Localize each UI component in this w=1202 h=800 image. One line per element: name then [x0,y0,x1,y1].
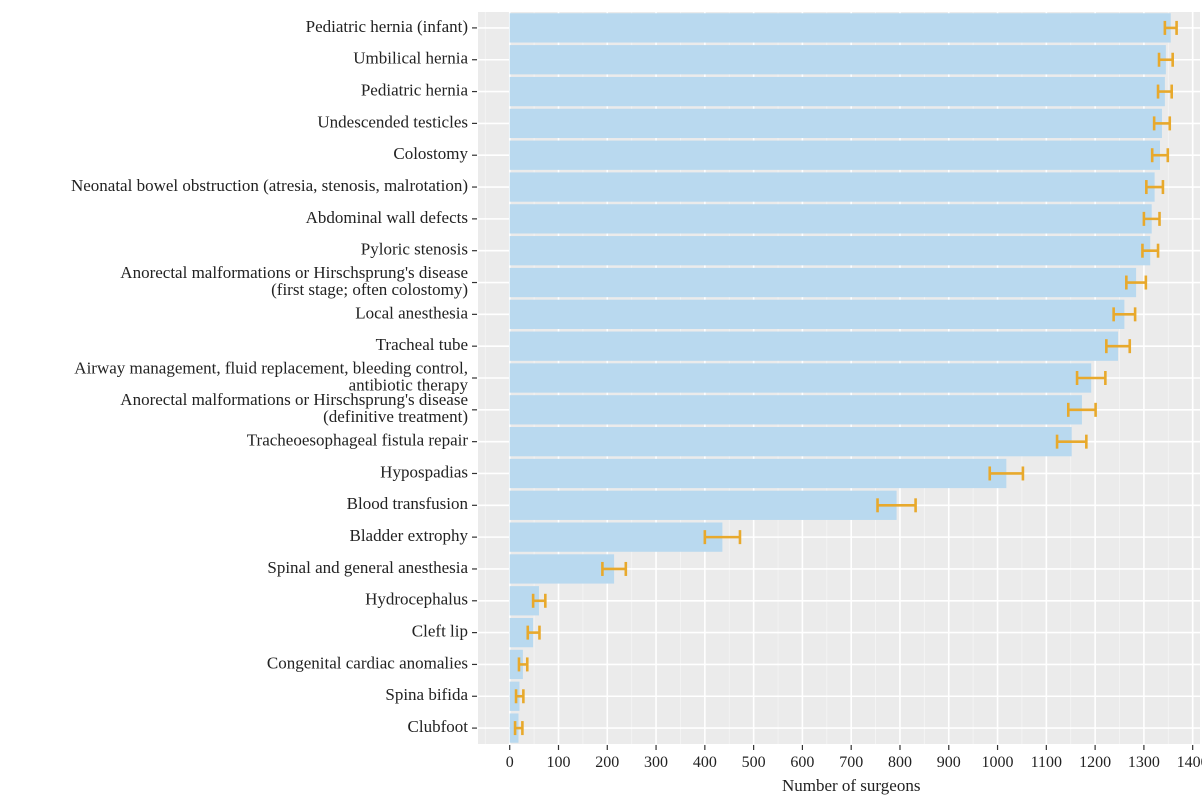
bar [509,363,1092,393]
bar [509,140,1160,170]
x-tick-label: 400 [693,754,717,771]
bar [509,331,1119,361]
category-label: Neonatal bowel obstruction (atresia, ste… [71,176,468,195]
bar [509,172,1155,202]
x-tick-label: 1400 [1177,754,1202,771]
bar [509,427,1072,457]
bar [509,299,1125,329]
category-label: Clubfoot [408,717,469,736]
x-tick-label: 200 [595,754,619,771]
x-tick-label: 900 [937,754,961,771]
bar [509,522,723,552]
category-label: Congenital cardiac anomalies [267,653,468,672]
category-label: Tracheoesophageal fistula repair [247,431,469,450]
x-tick-label: 1100 [1031,754,1062,771]
category-label: Colostomy [393,144,468,163]
category-label: Umbilical hernia [353,49,468,68]
bars [509,13,1171,743]
category-label: Abdominal wall defects [306,208,468,227]
bar [509,458,1007,489]
category-label: Cleft lip [412,622,468,641]
bar [509,76,1165,107]
category-label: Bladder extrophy [350,526,469,545]
category-label: Local anesthesia [355,303,468,322]
category-label: Tracheal tube [376,335,468,354]
category-label: Pediatric hernia (infant) [306,17,468,36]
x-axis-ticks: 0 100 200 300 400 500 600 700 800 900 1000 1100 1200… [506,745,1202,771]
bar [509,617,534,648]
category-label: Anorectal malformations or Hirschsprung'… [120,390,468,409]
bar [509,649,523,680]
x-tick-label: 100 [546,754,570,771]
bar [509,554,615,584]
x-tick-label: 1300 [1128,754,1160,771]
category-label: Pyloric stenosis [361,240,468,259]
error-bars [513,20,1178,736]
x-tick-label: 700 [839,754,863,771]
x-tick-label: 1000 [982,754,1014,771]
bar [509,13,1171,43]
category-label: Undescended testicles [317,112,468,131]
x-tick-label: 600 [790,754,814,771]
category-label: Hypospadias [380,462,468,481]
bar [509,267,1137,298]
x-tick-label: 800 [888,754,912,771]
x-tick-label: 1200 [1079,754,1111,771]
bar [509,108,1162,139]
bar [509,204,1152,234]
x-tick-label: 500 [742,754,766,771]
category-label: Blood transfusion [347,494,469,513]
category-label: Anorectal malformations or Hirschsprung'… [120,263,468,282]
category-label: Pediatric hernia [361,80,469,99]
bar [509,681,520,711]
x-axis-title: Number of surgeons [782,776,921,795]
category-label: Airway management, fluid replacement, bl… [74,358,468,377]
category-label: antibiotic therapy [349,375,469,394]
bar [509,45,1166,75]
category-label: Spina bifida [385,685,468,704]
category-labels: Pediatric hernia (infant) Umbilical herni… [71,17,477,736]
category-label: Spinal and general anesthesia [267,558,468,577]
bar [509,236,1151,266]
bar [509,395,1082,425]
category-label: (first stage; often colostomy) [271,280,468,299]
bar [509,490,897,520]
x-tick-label: 300 [644,754,668,771]
x-tick-label: 0 [506,754,514,771]
category-label: (definitive treatment) [323,407,468,426]
category-label: Hydrocephalus [365,590,468,609]
